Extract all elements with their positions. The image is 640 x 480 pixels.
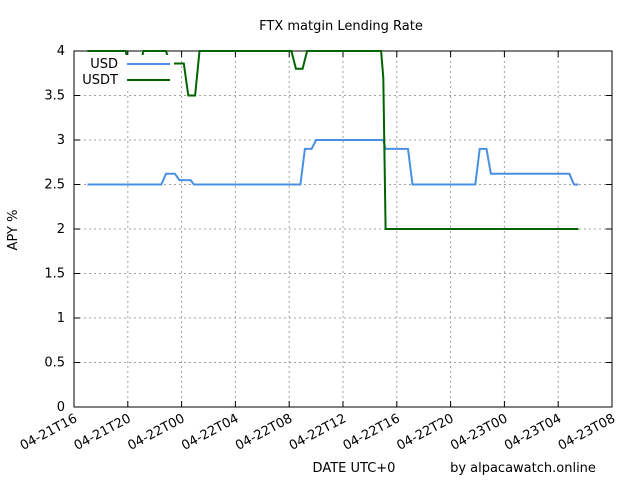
y-tick-label: 1.5	[44, 267, 65, 282]
y-tick-label: 0.5	[44, 356, 65, 371]
series-line-usd	[87, 139, 579, 186]
credit-text: by alpacawatch.online	[450, 461, 596, 476]
x-axis: 04-21T1604-21T2004-22T0004-22T0404-22T08…	[18, 51, 618, 454]
x-tick-label: 04-23T04	[502, 411, 564, 453]
x-tick-label: 04-21T20	[72, 411, 134, 453]
x-tick-label: 04-23T00	[448, 411, 510, 453]
y-tick-label: 1	[57, 311, 65, 326]
x-tick-label: 04-23T08	[556, 411, 618, 453]
y-tick-label: 4	[57, 44, 65, 59]
y-tick-label: 3.5	[44, 89, 65, 104]
y-tick-label: 2.5	[44, 178, 65, 193]
x-tick-label: 04-22T00	[125, 411, 187, 453]
x-tick-label: 04-22T20	[394, 411, 456, 453]
legend-background	[78, 55, 174, 91]
chart-title: FTX matgin Lending Rate	[259, 19, 423, 34]
x-tick-label: 04-22T12	[287, 411, 349, 453]
y-tick-label: 2	[57, 222, 65, 237]
y-axis-label: APY %	[6, 210, 21, 251]
y-tick-label: 3	[57, 133, 65, 148]
x-axis-label: DATE UTC+0	[313, 461, 396, 476]
y-axis: 0 0.5 1 1.5 2 2.5 3 3.5 4	[44, 44, 612, 415]
legend-label-usd: USD	[90, 57, 118, 72]
x-tick-label: 04-22T04	[179, 411, 241, 453]
legend-label-usdt: USDT	[82, 73, 118, 88]
y-tick-label: 0	[57, 400, 65, 415]
x-tick-label: 04-22T16	[341, 411, 403, 453]
x-tick-label: 04-21T16	[18, 411, 80, 453]
x-tick-label: 04-22T08	[233, 411, 295, 453]
grid	[74, 51, 612, 407]
